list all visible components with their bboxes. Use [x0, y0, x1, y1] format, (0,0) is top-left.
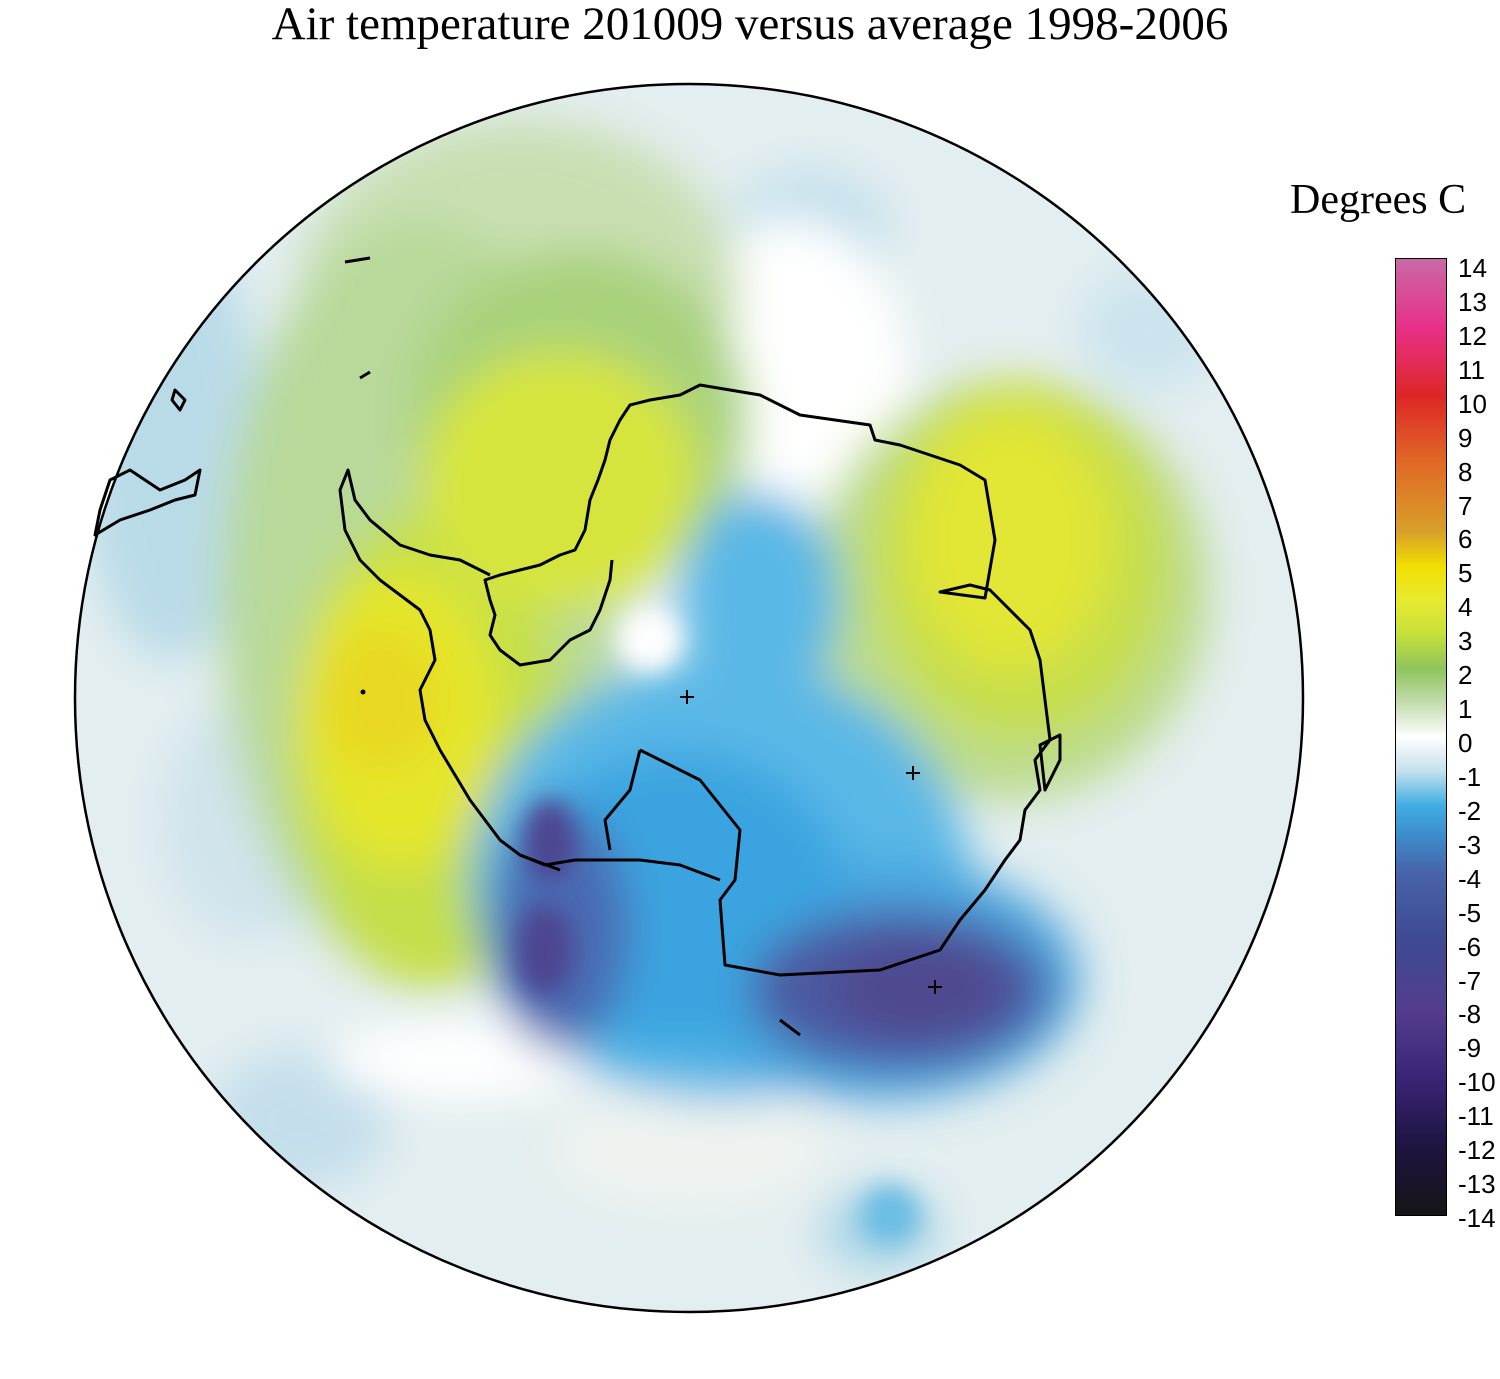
pole-markers	[680, 690, 942, 994]
colorbar-tick-label: -11	[1458, 1101, 1494, 1132]
colorbar-tick-label: -8	[1458, 999, 1482, 1030]
small-island-2	[359, 370, 371, 380]
peninsula-coast	[338, 468, 721, 882]
colorbar-tick-label: 11	[1458, 354, 1485, 385]
colorbar-tick-label: 14	[1458, 253, 1487, 283]
colorbar-tick-label: -6	[1458, 931, 1482, 962]
map-boundary	[73, 82, 1305, 1314]
anomaly-field	[75, 84, 1303, 1312]
south-georgia	[344, 256, 371, 264]
legend-title: Degrees C	[1290, 177, 1467, 223]
colorbar-tick-label: 13	[1458, 286, 1487, 317]
colorbar-tick-label: -3	[1458, 829, 1482, 860]
colorbar	[1395, 258, 1447, 1216]
colorbar-tick-label: -14	[1458, 1203, 1496, 1233]
colorbar-tick-label: -13	[1458, 1169, 1496, 1200]
colorbar-tick-label: 1	[1458, 694, 1473, 725]
small-island	[170, 388, 187, 412]
colorbar-tick-label: -4	[1458, 863, 1482, 894]
station-marker-east	[906, 766, 920, 780]
map-title: Air temperature 201009 versus average 19…	[271, 0, 1229, 50]
antarctica-coast	[483, 383, 1052, 977]
colorbar-tick-label: 12	[1458, 320, 1487, 351]
colorbar-tick-label: 0	[1458, 728, 1473, 758]
colorbar-tick-label: 6	[1458, 524, 1473, 555]
ice-shelf-line	[519, 749, 642, 872]
station-marker-southeast	[928, 980, 942, 994]
coastlines	[93, 256, 1062, 1037]
small-island-3	[1038, 733, 1062, 792]
colorbar-tick-label: -9	[1458, 1033, 1482, 1064]
colorbar-tick-label: 7	[1458, 490, 1473, 521]
colorbar-tick-label: 9	[1458, 422, 1473, 453]
small-island-4	[779, 1018, 801, 1037]
colorbar-tick-label: -12	[1458, 1135, 1496, 1166]
colorbar-tick-label: 3	[1458, 626, 1473, 657]
colorbar-tick-label: 10	[1458, 388, 1487, 419]
colorbar-tick-label: -2	[1458, 795, 1482, 826]
south-pole-marker	[680, 690, 694, 704]
colorbar-tick-label: 8	[1458, 456, 1473, 487]
colorbar-tick-label: 2	[1458, 660, 1473, 691]
colorbar-tick-label: -7	[1458, 965, 1482, 996]
colorbar-tick-label: -1	[1458, 761, 1482, 792]
south-america-tip	[93, 468, 202, 537]
colorbar-tick-label: -10	[1458, 1067, 1496, 1098]
colorbar-tick-label: 4	[1458, 592, 1473, 623]
colorbar-tick-label: -5	[1458, 897, 1482, 928]
colorbar-tick-label: 5	[1458, 558, 1473, 589]
